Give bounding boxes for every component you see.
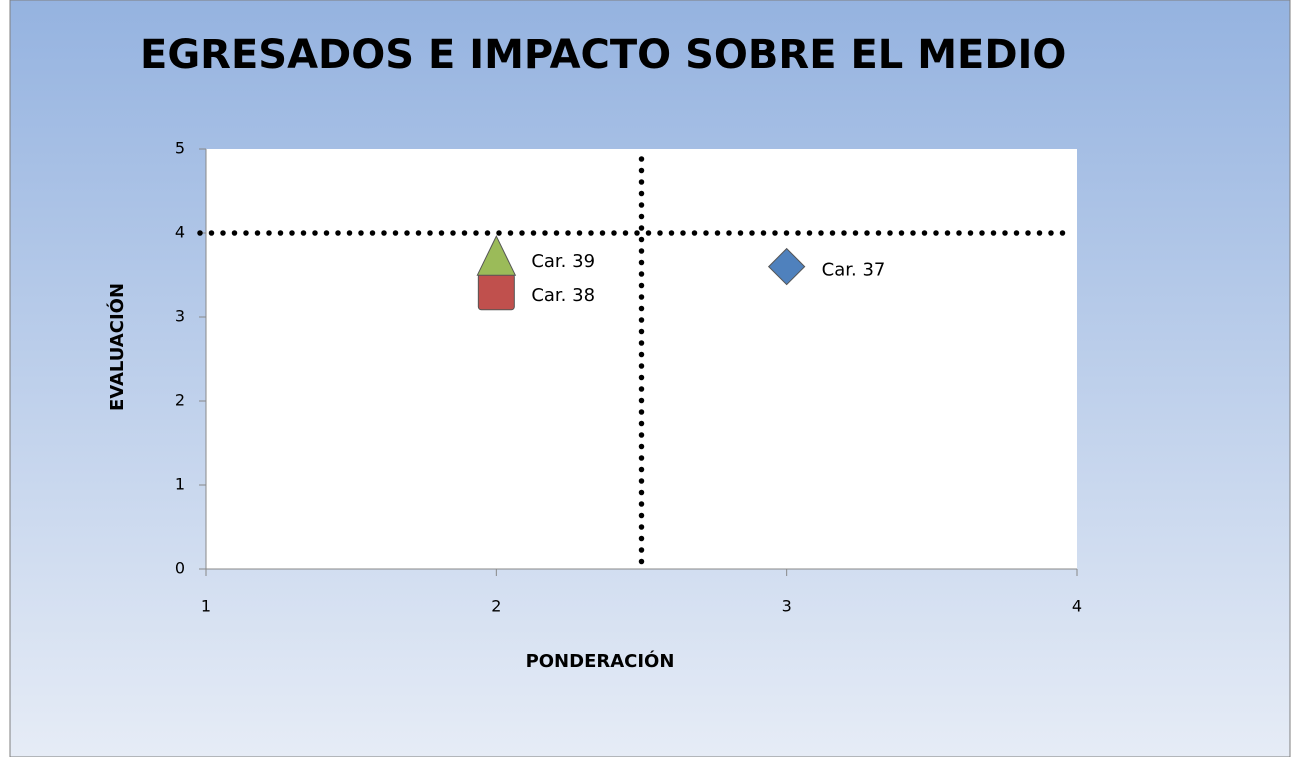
y-tick-label: 4 (175, 223, 185, 242)
data-label: Car. 37 (822, 260, 886, 281)
x-tick-label: 3 (782, 597, 792, 616)
y-tick-label: 1 (175, 475, 185, 494)
y-axis-label: EVALUACIÓN (106, 283, 128, 411)
marker (477, 273, 515, 311)
y-tick-label: 5 (175, 139, 185, 158)
marker (767, 247, 806, 286)
y-tick-label: 0 (175, 559, 185, 578)
y-tick-label: 2 (175, 391, 185, 410)
data-label: Car. 39 (531, 251, 595, 272)
x-tick-label: 2 (491, 597, 501, 616)
chart-title: EGRESADOS E IMPACTO SOBRE EL MEDIO (140, 32, 1066, 78)
x-tick-label: 4 (1072, 597, 1082, 616)
x-tick-label: 1 (201, 597, 211, 616)
y-tick-label: 3 (175, 307, 185, 326)
x-axis-label: PONDERACIÓN (526, 650, 675, 672)
marker (476, 235, 517, 276)
data-label: Car. 38 (531, 285, 595, 306)
